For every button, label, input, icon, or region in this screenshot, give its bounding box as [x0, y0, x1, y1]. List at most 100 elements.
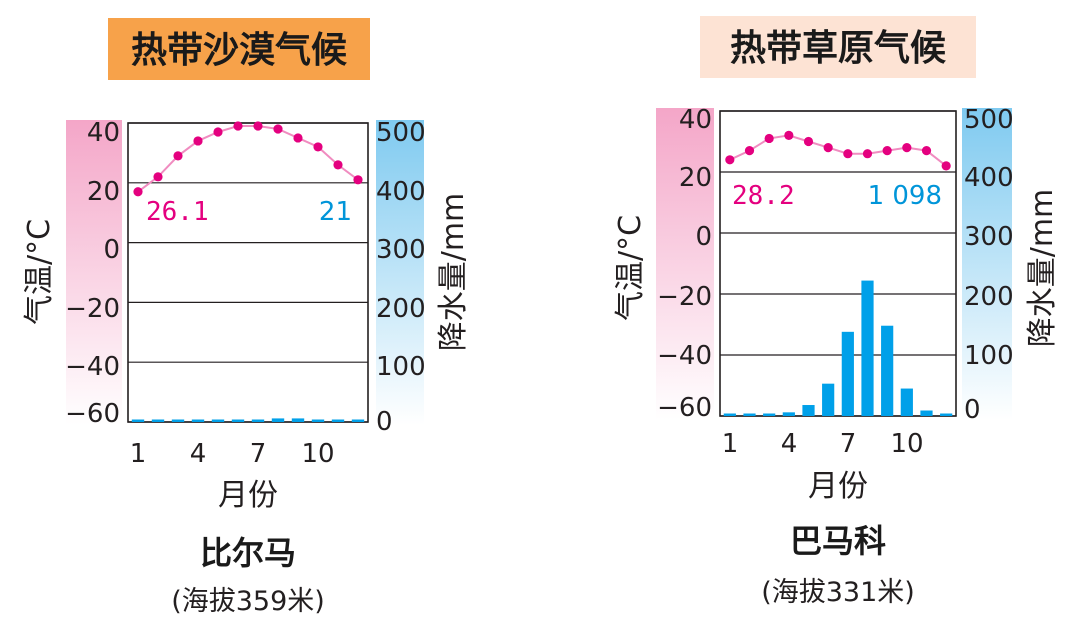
temp-point: [823, 143, 833, 153]
precip-bar: [171, 419, 185, 422]
precip-bars: [131, 418, 365, 422]
station-name: 比尔马: [200, 534, 296, 572]
precip-bar: [802, 405, 815, 416]
precip-bar: [191, 419, 205, 422]
station-elevation: (海拔359米): [171, 586, 325, 617]
precip-axis-title: 降水量/mm: [436, 193, 471, 352]
precip-axis-band: [376, 120, 424, 425]
temp-point: [843, 149, 853, 159]
month-tick: 7: [840, 429, 857, 459]
temp-tick: 20: [679, 163, 712, 193]
temp-tick: 0: [103, 235, 120, 265]
temp-tick: −40: [657, 341, 712, 371]
temp-tick: −60: [65, 399, 120, 429]
temp-point: [725, 155, 735, 165]
chart-savanna: 热带草原气候 40 20 0 −20 −40 −60 500 400 300 2…: [613, 16, 1060, 608]
precip-bar: [881, 325, 894, 416]
station-elevation: (海拔331米): [761, 577, 915, 608]
temp-axis-title: 气温/°C: [22, 219, 57, 325]
precip-tick: 300: [964, 222, 1014, 252]
chart-title: 热带沙漠气候: [131, 30, 347, 71]
annual-precip-label: 21: [319, 197, 352, 227]
temp-points: [133, 121, 363, 197]
precip-tick: 500: [376, 118, 426, 148]
precip-bar: [151, 419, 165, 422]
precip-bar: [231, 419, 245, 422]
precip-tick: 0: [964, 395, 981, 425]
precip-bar: [940, 413, 953, 416]
temp-point: [333, 160, 343, 170]
temp-point: [153, 172, 163, 182]
month-tick: 7: [250, 439, 267, 469]
plot-frame: [719, 110, 957, 417]
temp-point: [353, 175, 363, 185]
temp-point: [133, 187, 143, 197]
temp-axis-band: [66, 120, 122, 425]
temp-point: [253, 121, 263, 131]
precip-axis-title: 降水量/mm: [1025, 189, 1060, 348]
precip-bar: [251, 419, 265, 422]
precip-bar: [211, 419, 225, 422]
temp-tick: −20: [657, 282, 712, 312]
precip-tick: 100: [376, 352, 426, 382]
precip-bar: [920, 410, 933, 416]
title-banner: [108, 18, 370, 80]
month-tick: 10: [301, 439, 334, 469]
precip-bar: [861, 280, 874, 416]
temp-tick: 40: [87, 118, 120, 148]
temp-axis-title: 气温/°C: [613, 215, 648, 321]
precip-tick: 200: [964, 282, 1014, 312]
temp-point: [173, 151, 183, 161]
precip-bar: [271, 418, 285, 422]
temp-tick: 0: [695, 222, 712, 252]
precip-tick: 500: [964, 105, 1014, 135]
precip-tick: 200: [376, 294, 426, 324]
precip-bar: [291, 418, 305, 422]
precip-bar: [351, 419, 365, 422]
temp-axis-band: [656, 108, 714, 420]
month-tick: 4: [190, 439, 207, 469]
precip-bar: [131, 419, 145, 422]
month-tick: 1: [130, 439, 147, 469]
precip-tick: 400: [964, 163, 1014, 193]
temp-line: [729, 134, 947, 167]
precip-tick: 400: [376, 177, 426, 207]
x-axis-title: 月份: [218, 478, 278, 513]
temp-point: [921, 146, 932, 156]
month-tick: 1: [722, 429, 739, 459]
temp-point: [273, 124, 283, 134]
temp-line: [137, 125, 359, 193]
precip-bar: [900, 388, 913, 416]
temp-point: [941, 161, 951, 171]
temp-point: [744, 146, 755, 156]
precip-bars: [723, 280, 953, 416]
temp-point: [213, 127, 223, 137]
precip-axis-band: [962, 108, 1012, 420]
temp-point: [902, 143, 912, 153]
precip-tick: 300: [376, 235, 426, 265]
precip-bar: [311, 419, 325, 422]
precip-tick: 0: [376, 407, 393, 437]
precip-bar: [782, 412, 795, 416]
temp-point: [313, 142, 323, 152]
month-tick: 10: [890, 429, 923, 459]
temp-points: [725, 130, 951, 171]
temp-point: [882, 146, 892, 156]
annual-precip-label: 1 098: [868, 181, 942, 211]
x-axis-title: 月份: [808, 469, 868, 504]
annual-temp-label: 28.2: [732, 181, 795, 211]
temp-point: [803, 136, 814, 147]
precip-bar: [841, 331, 854, 416]
chart-title: 热带草原气候: [730, 28, 946, 69]
temp-point: [862, 149, 873, 159]
title-banner: [700, 16, 976, 78]
station-name: 巴马科: [790, 522, 886, 560]
temp-point: [233, 121, 243, 131]
gridlines: [720, 110, 956, 417]
annual-temp-label: 26.1: [146, 197, 209, 227]
temp-tick: −40: [65, 352, 120, 382]
precip-bar: [822, 383, 835, 416]
chart-desert: 热带沙漠气候 40 20 0 −20 −40 −60 500 400 300 2…: [22, 18, 471, 617]
temp-tick: 40: [679, 105, 712, 135]
temp-point: [784, 130, 794, 140]
